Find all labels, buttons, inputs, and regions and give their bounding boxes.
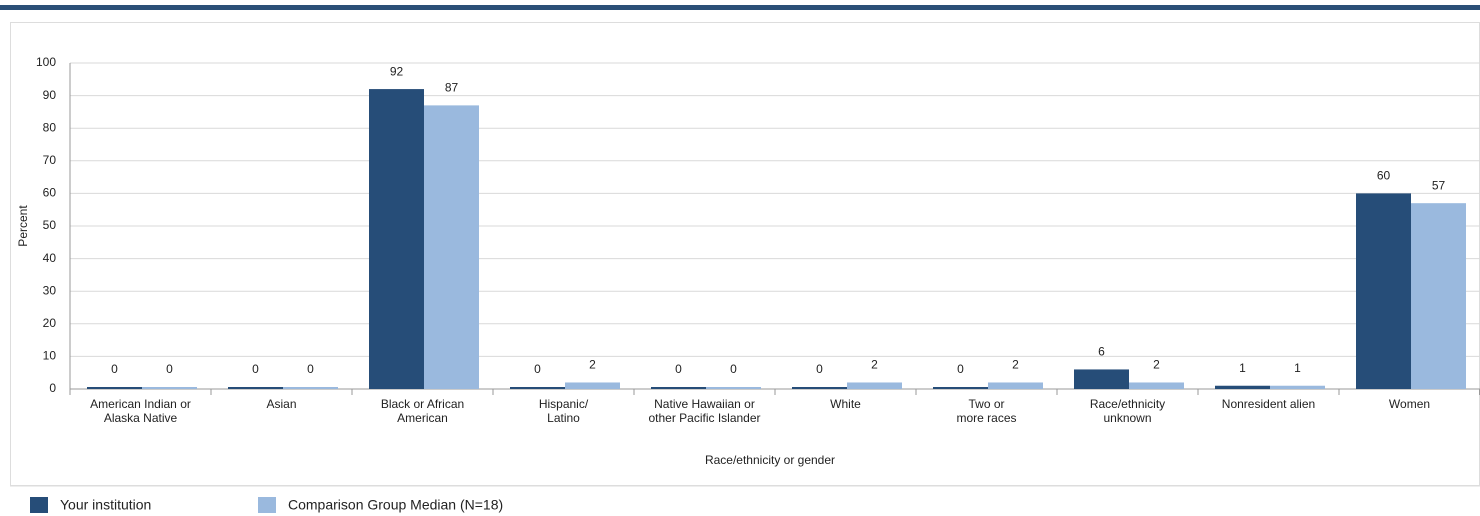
y-tick-label: 0 [49,381,56,395]
value-label: 2 [871,358,878,372]
x-tick-label: Black or African American [381,397,464,425]
x-tick-label-line: Nonresident alien [1222,397,1315,411]
y-tick-label: 10 [43,349,57,363]
x-tick-label-line: Alaska Native [104,411,178,425]
value-label: 0 [816,362,823,376]
panel [10,22,1480,486]
x-tick-label-line: unknown [1103,411,1151,425]
y-tick-label: 60 [43,186,57,200]
value-label: 6 [1098,345,1105,359]
legend-label: Comparison Group Median (N=18) [288,497,503,513]
bar [1270,385,1325,389]
value-label: 0 [307,362,314,376]
x-tick-label-line: Race/ethnicity [1090,397,1165,411]
bar [1215,385,1270,389]
legend-label: Your institution [60,497,151,513]
value-label: 60 [1377,169,1391,183]
value-label: 2 [1012,358,1019,372]
value-label: 0 [675,362,682,376]
x-tick-label: White [830,397,861,411]
y-tick-label: 70 [43,153,57,167]
x-tick-label-line: American Indian or [90,397,191,411]
bar [1356,193,1411,389]
y-tick-label: 90 [43,88,57,102]
x-tick-label-line: Women [1389,397,1430,411]
bar [651,387,706,389]
value-label: 92 [390,64,404,78]
x-tick-label: Hispanic/Latino [539,397,589,425]
value-label: 1 [1239,361,1246,375]
x-tick-label: Race/ethnicity unknown [1090,397,1165,425]
bar [142,387,197,389]
value-label: 0 [534,362,541,376]
value-label: 0 [730,362,737,376]
bar [792,387,847,389]
value-label: 2 [1153,358,1160,372]
value-label: 0 [166,362,173,376]
bar [510,387,565,389]
value-label: 2 [589,358,596,372]
x-tick-label-line: Native Hawaiian or [654,397,755,411]
value-label: 0 [252,362,259,376]
x-tick-label-line: Two or [968,397,1004,411]
bar [706,387,761,389]
bar [228,387,283,389]
x-tick-label: Nonresident alien [1222,397,1315,411]
y-axis-title: Percent [16,205,30,247]
x-tick-label-line: Hispanic/ [539,397,589,411]
x-tick-label: Two or more races [956,397,1016,425]
top-band [0,5,1480,10]
x-tick-label: Asian [266,397,296,411]
y-tick-label: 30 [43,283,57,297]
y-tick-label: 40 [43,251,57,265]
bar [283,387,338,389]
value-label: 87 [445,81,459,95]
x-tick-label: Native Hawaiian or other Pacific Islander [648,397,760,425]
y-tick-label: 50 [43,218,57,232]
y-tick-label: 80 [43,120,57,134]
x-tick-label-line: more races [956,411,1016,425]
value-label: 1 [1294,361,1301,375]
x-tick-label: Women [1389,397,1430,411]
bar [933,387,988,389]
x-tick-label-line: Latino [547,411,580,425]
bar [87,387,142,389]
x-tick-label: American Indian or Alaska Native [90,397,191,425]
bar [847,382,902,389]
bar [565,382,620,389]
value-label: 57 [1432,178,1446,192]
value-label: 0 [957,362,964,376]
legend-swatch [30,497,48,513]
bar [369,89,424,389]
bar [424,105,479,389]
x-tick-label-line: Asian [266,397,296,411]
x-tick-label-line: American [397,411,448,425]
y-tick-label: 100 [36,55,56,69]
x-tick-label-line: other Pacific Islander [648,411,760,425]
legend-swatch [258,497,276,513]
value-label: 0 [111,362,118,376]
y-tick-label: 20 [43,316,57,330]
x-axis-title: Race/ethnicity or gender [705,453,835,467]
bar [1411,203,1466,389]
bar [988,382,1043,389]
bar [1129,382,1184,389]
x-tick-label-line: White [830,397,861,411]
bar [1074,369,1129,389]
x-tick-label-line: Black or African [381,397,464,411]
